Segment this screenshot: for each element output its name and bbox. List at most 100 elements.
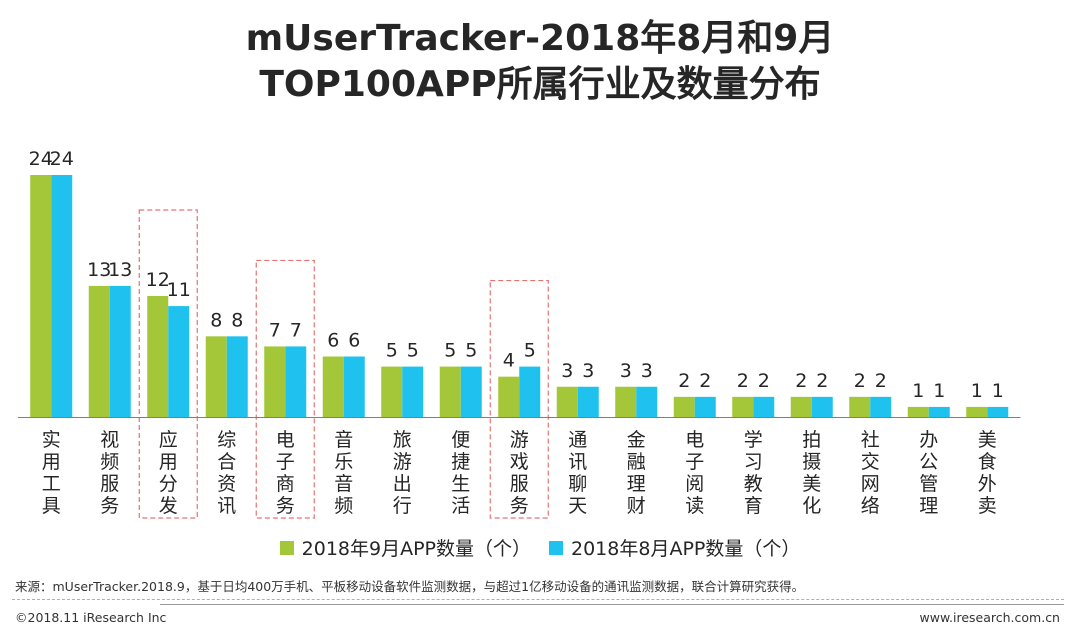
value-label-s2-10: 3 [582, 360, 594, 382]
category-label-12: 电子阅读 [685, 429, 704, 517]
value-label-s1-1: 24 [29, 148, 53, 170]
value-label-s1-8: 5 [444, 340, 456, 362]
category-label-6: 音乐音频 [334, 429, 353, 517]
website-url: www.iresearch.com.cn [919, 610, 1061, 625]
value-label-s1-12: 2 [678, 370, 690, 392]
bar-s2-13 [753, 396, 775, 417]
bar-s2-10 [577, 386, 599, 417]
bar-s1-7 [381, 366, 403, 417]
value-label-s1-4: 8 [210, 309, 222, 331]
value-label-s2-16: 1 [933, 380, 945, 402]
bar-s1-4 [205, 336, 227, 417]
category-label-1: 实用工具 [42, 429, 61, 517]
bar-s1-3 [147, 296, 169, 417]
category-label-2: 视频服务 [100, 429, 119, 517]
bar-s2-9 [519, 366, 541, 417]
bar-s2-14 [811, 396, 833, 417]
value-label-s1-16: 1 [912, 380, 924, 402]
category-label-11: 金融理财 [627, 429, 646, 517]
value-label-s2-7: 5 [407, 340, 419, 362]
bar-s2-12 [694, 396, 716, 417]
value-label-s2-2: 13 [108, 259, 132, 281]
legend-item-august: 2018年8月APP数量（个） [549, 534, 800, 561]
bar-s2-4 [226, 336, 248, 417]
value-label-s1-3: 12 [146, 269, 170, 291]
value-label-s2-8: 5 [465, 340, 477, 362]
value-label-s2-9: 5 [524, 340, 536, 362]
chart-legend: 2018年9月APP数量（个） 2018年8月APP数量（个） [0, 534, 1080, 561]
value-label-s2-1: 24 [50, 148, 74, 170]
value-label-s1-11: 3 [620, 360, 632, 382]
bar-s2-1 [51, 175, 73, 417]
bar-s1-16 [907, 406, 929, 417]
category-label-13: 学习教育 [744, 429, 763, 517]
source-note: 来源：mUserTracker.2018.9，基于日均400万手机、平板移动设备… [15, 579, 805, 594]
bar-s2-17 [987, 406, 1009, 417]
value-label-s1-7: 5 [386, 340, 398, 362]
bar-s1-12 [673, 396, 695, 417]
legend-label-september: 2018年9月APP数量（个） [301, 538, 531, 560]
footer-divider-dotted [12, 599, 1064, 600]
value-label-s1-14: 2 [795, 370, 807, 392]
bar-s1-13 [732, 396, 754, 417]
bar-s1-15 [849, 396, 871, 417]
category-label-14: 拍摄美化 [802, 429, 821, 517]
bar-s2-6 [343, 356, 365, 417]
value-label-s2-5: 7 [290, 319, 302, 341]
bar-s1-5 [264, 346, 286, 417]
bar-s1-17 [966, 406, 988, 417]
category-label-9: 游戏服务 [510, 429, 529, 517]
bar-s1-1 [30, 175, 52, 417]
bar-s1-11 [615, 386, 637, 417]
bar-s2-8 [460, 366, 482, 417]
chart-title-line-1: mUserTracker-2018年8月和9月 [245, 18, 835, 59]
bar-s1-9 [498, 376, 520, 417]
bar-s1-14 [790, 396, 812, 417]
legend-swatch-september [279, 540, 294, 555]
value-label-s1-5: 7 [269, 319, 281, 341]
highlight-box-9 [489, 279, 549, 519]
value-label-s2-11: 3 [641, 360, 653, 382]
value-label-s2-12: 2 [699, 370, 711, 392]
bar-s1-10 [556, 386, 578, 417]
legend-item-september: 2018年9月APP数量（个） [279, 534, 531, 561]
value-label-s1-17: 1 [971, 380, 983, 402]
bar-s2-2 [109, 285, 131, 417]
value-label-s2-13: 2 [758, 370, 770, 392]
legend-swatch-august [549, 540, 563, 555]
value-label-s2-17: 1 [992, 380, 1004, 402]
value-label-s1-2: 13 [87, 259, 111, 281]
category-label-10: 通讯聊天 [568, 429, 587, 517]
value-label-s2-3: 11 [167, 279, 191, 301]
value-label-s1-9: 4 [503, 350, 515, 372]
highlight-box-3 [138, 209, 198, 519]
legend-label-august: 2018年8月APP数量（个） [571, 538, 801, 560]
chart-title-line-2: TOP100APP所属行业及数量分布 [259, 64, 821, 105]
category-label-17: 美食外卖 [978, 429, 997, 517]
value-label-s1-15: 2 [854, 370, 866, 392]
category-label-16: 办公管理 [919, 429, 938, 517]
value-label-s2-14: 2 [816, 370, 828, 392]
highlight-box-5 [255, 259, 315, 519]
category-label-4: 综合资讯 [217, 429, 236, 517]
bar-s2-15 [870, 396, 892, 417]
value-label-s1-6: 6 [327, 330, 339, 352]
value-label-s2-6: 6 [348, 330, 360, 352]
category-label-7: 旅游出行 [393, 429, 412, 517]
bar-s2-3 [168, 306, 190, 417]
bar-s1-6 [322, 356, 344, 417]
category-label-8: 便捷生活 [451, 429, 470, 517]
bar-s2-16 [928, 406, 950, 417]
value-label-s2-15: 2 [875, 370, 887, 392]
bar-s2-11 [636, 386, 658, 417]
bar-s2-5 [285, 346, 307, 417]
bar-s2-7 [402, 366, 424, 417]
value-label-s2-4: 8 [231, 309, 243, 331]
value-label-s1-10: 3 [561, 360, 573, 382]
bar-s1-2 [88, 285, 110, 417]
bar-s1-8 [439, 366, 461, 417]
footer-divider-solid [160, 604, 1064, 605]
category-label-5: 电子商务 [276, 429, 295, 517]
category-label-3: 应用分发 [159, 429, 178, 517]
